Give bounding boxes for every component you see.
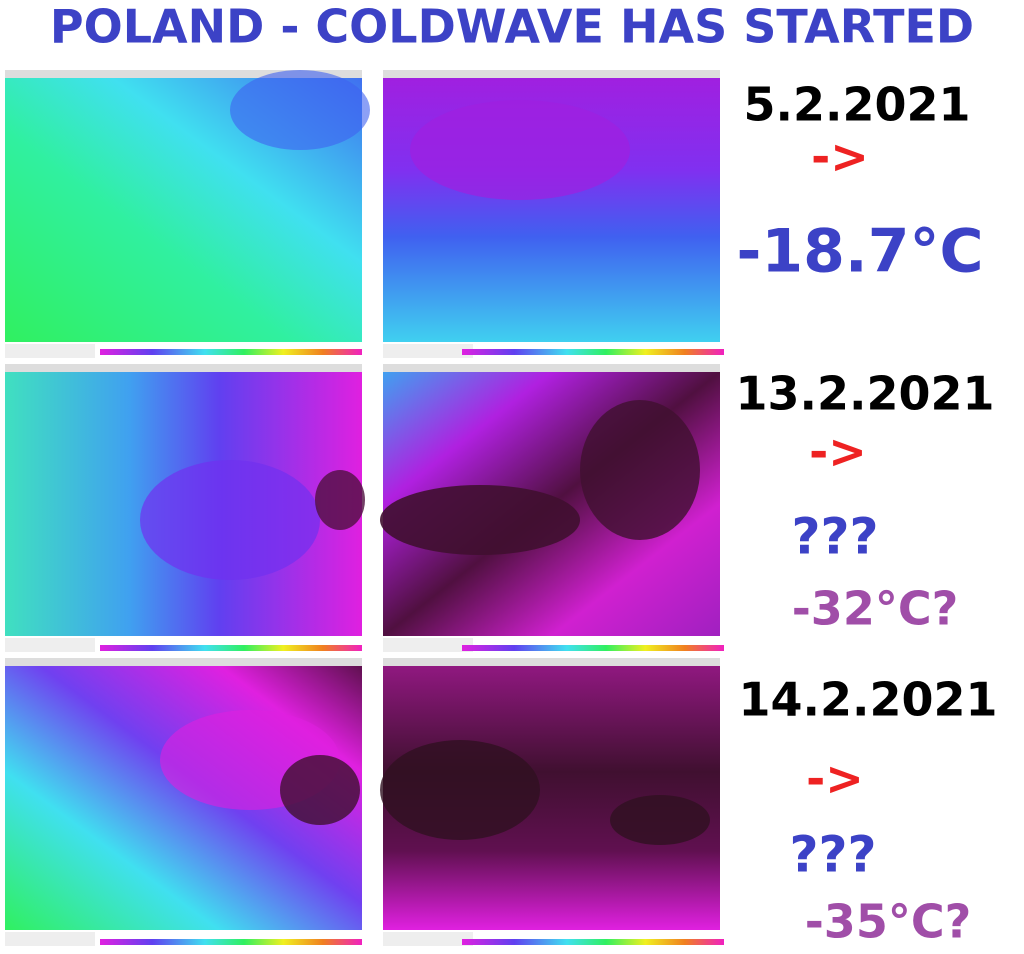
arrow: ->: [809, 425, 867, 479]
date: 13.2.2021: [736, 367, 995, 421]
map-panel: [5, 70, 370, 358]
arrow: ->: [806, 752, 864, 806]
map-panel: [383, 70, 724, 358]
date: 14.2.2021: [739, 673, 998, 727]
arrow: ->: [811, 130, 869, 184]
question: ???: [791, 508, 878, 566]
temperature: -18.7°C: [737, 217, 984, 287]
map-panel: [5, 364, 365, 652]
map-panel: [380, 364, 724, 652]
temperature: -32°C?: [792, 582, 959, 636]
title: POLAND - COLDWAVE HAS STARTED: [50, 0, 974, 54]
map-panel: [5, 658, 362, 946]
date: 5.2.2021: [744, 78, 971, 132]
map-panel: [380, 658, 724, 946]
temperature: -35°C?: [805, 895, 972, 949]
question: ???: [789, 826, 876, 884]
